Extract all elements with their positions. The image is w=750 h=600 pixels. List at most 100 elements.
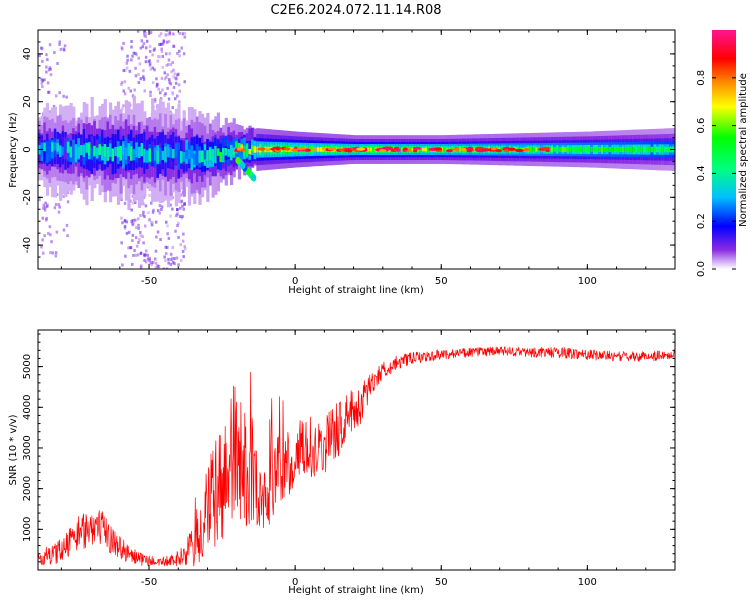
spectrogram-speckle: [132, 253, 135, 257]
spectrogram-speckle: [169, 203, 172, 207]
snr-frame: [37, 329, 676, 571]
spectrogram-speckle: [157, 264, 161, 268]
spectrogram-speckle: [58, 40, 61, 44]
spectrogram-speckle: [158, 204, 162, 208]
spectrogram-speckle: [149, 67, 152, 71]
spectrogram-speckle: [149, 94, 152, 98]
spectrogram-cell: [600, 147, 604, 152]
colorbar-tick-label: 0.8: [696, 70, 707, 86]
spectrogram-cell: [51, 142, 55, 152]
spectrogram-speckle: [148, 64, 152, 68]
spectrogram-speckle: [128, 69, 132, 73]
spectrogram-speckle: [58, 43, 61, 46]
spectrogram-speckle: [183, 245, 186, 249]
spectrogram-speckle: [151, 66, 155, 70]
spectrogram-cell: [211, 150, 215, 162]
spectrogram-cell: [177, 149, 181, 164]
spectrogram-speckle: [172, 68, 175, 72]
spectrogram-speckle: [51, 251, 55, 255]
spectrogram-speckle: [166, 224, 169, 228]
spectrogram-speckle: [58, 91, 61, 95]
spectrogram-speckle: [58, 205, 61, 209]
spectrogram-speckle: [125, 61, 129, 65]
spectrogram-speckle: [44, 205, 47, 209]
spectrogram-peak: [275, 147, 280, 151]
spectrogram-speckle: [142, 241, 145, 245]
spectrogram-speckle: [177, 235, 180, 239]
spectrogram-speckle: [181, 32, 185, 36]
spectrogram-speckle: [160, 50, 164, 53]
spectrogram-peak: [452, 147, 460, 151]
spectrogram-speckle: [176, 51, 179, 55]
spectrogram-cell: [316, 147, 320, 152]
spectrogram-speckle: [145, 46, 148, 50]
spectrogram-cell: [98, 144, 102, 155]
spectrogram-cell: [582, 147, 586, 152]
spectrogram-speckle: [172, 45, 175, 48]
spectrogram-cell: [230, 144, 234, 161]
spectrogram-cell: [151, 151, 155, 162]
snr-x-tick-label: -50: [141, 577, 157, 588]
spectrogram-speckle: [151, 261, 155, 264]
snr-y-axis-label: SNR (10 * v/v): [8, 414, 19, 485]
spectrogram-speckle: [46, 203, 49, 207]
spectrogram-cell: [64, 142, 68, 152]
spectrogram-speckle: [178, 54, 181, 58]
spectrogram-speckle: [171, 196, 175, 200]
spectrogram-speckle: [128, 230, 131, 234]
spectrogram-y-tick-label: -40: [22, 237, 33, 253]
snr-y-tick-label: 3000: [22, 435, 33, 460]
spectrogram-x-tick-label: 0: [292, 276, 298, 287]
spectrogram-speckle: [159, 238, 162, 241]
spectrogram-speckle: [124, 254, 127, 258]
spectrogram-speckle: [125, 231, 129, 235]
spectrogram-cell: [61, 146, 65, 156]
spectrogram-cell: [245, 144, 249, 150]
spectrogram-cell: [566, 147, 570, 152]
spectrogram-speckle: [171, 260, 175, 264]
spectrogram-cell: [666, 146, 670, 153]
spectrogram-cell: [159, 147, 163, 162]
spectrogram-speckle: [181, 249, 185, 253]
spectrogram-speckle: [147, 60, 150, 64]
spectrogram-speckle: [43, 234, 46, 238]
spectrogram-peak: [467, 146, 474, 150]
spectrogram-speckle: [166, 86, 169, 90]
spectrogram-speckle: [46, 58, 49, 62]
spectrogram-cell: [130, 146, 134, 161]
spectrogram-speckle: [134, 236, 138, 240]
spectrogram-speckle: [144, 260, 148, 264]
spectrogram-speckle: [180, 259, 183, 262]
spectrogram-trail: [235, 156, 241, 164]
spectrogram-peak: [257, 147, 266, 151]
spectrogram-cell: [248, 148, 252, 155]
spectrogram-speckle: [123, 224, 127, 228]
spectrogram-speckle: [53, 51, 56, 55]
spectrogram-speckle: [166, 232, 169, 236]
spectrogram-speckle: [127, 86, 130, 90]
spectrogram-cell: [243, 149, 247, 155]
spectrogram-cell: [627, 146, 631, 153]
spectrogram-speckle: [161, 88, 164, 92]
spectrogram-cell: [216, 148, 220, 156]
spectrogram-speckle: [47, 68, 51, 72]
spectrogram-speckle: [178, 31, 181, 35]
spectrogram-cell: [616, 147, 620, 153]
spectrogram-speckle: [159, 32, 163, 36]
spectrogram-panel: -50 0 50 100 -40 -20 0 20 40 Height of straight …: [8, 29, 676, 296]
spectrogram-speckle: [182, 52, 186, 56]
spectrogram-peak: [490, 147, 497, 151]
spectrogram-speckle: [140, 39, 143, 43]
spectrogram-speckle: [137, 56, 140, 60]
spectrogram-speckle: [142, 77, 146, 81]
spectrogram-peak: [461, 147, 467, 151]
spectrogram-speckle: [141, 235, 144, 239]
spectrogram-peak: [291, 148, 298, 152]
spectrogram-speckle: [168, 80, 171, 84]
spectrogram-speckle: [150, 201, 153, 205]
spectrogram-speckle: [167, 97, 171, 101]
spectrogram-speckle: [54, 203, 58, 206]
spectrogram-cell: [585, 147, 589, 152]
spectrogram-speckle: [55, 230, 59, 234]
